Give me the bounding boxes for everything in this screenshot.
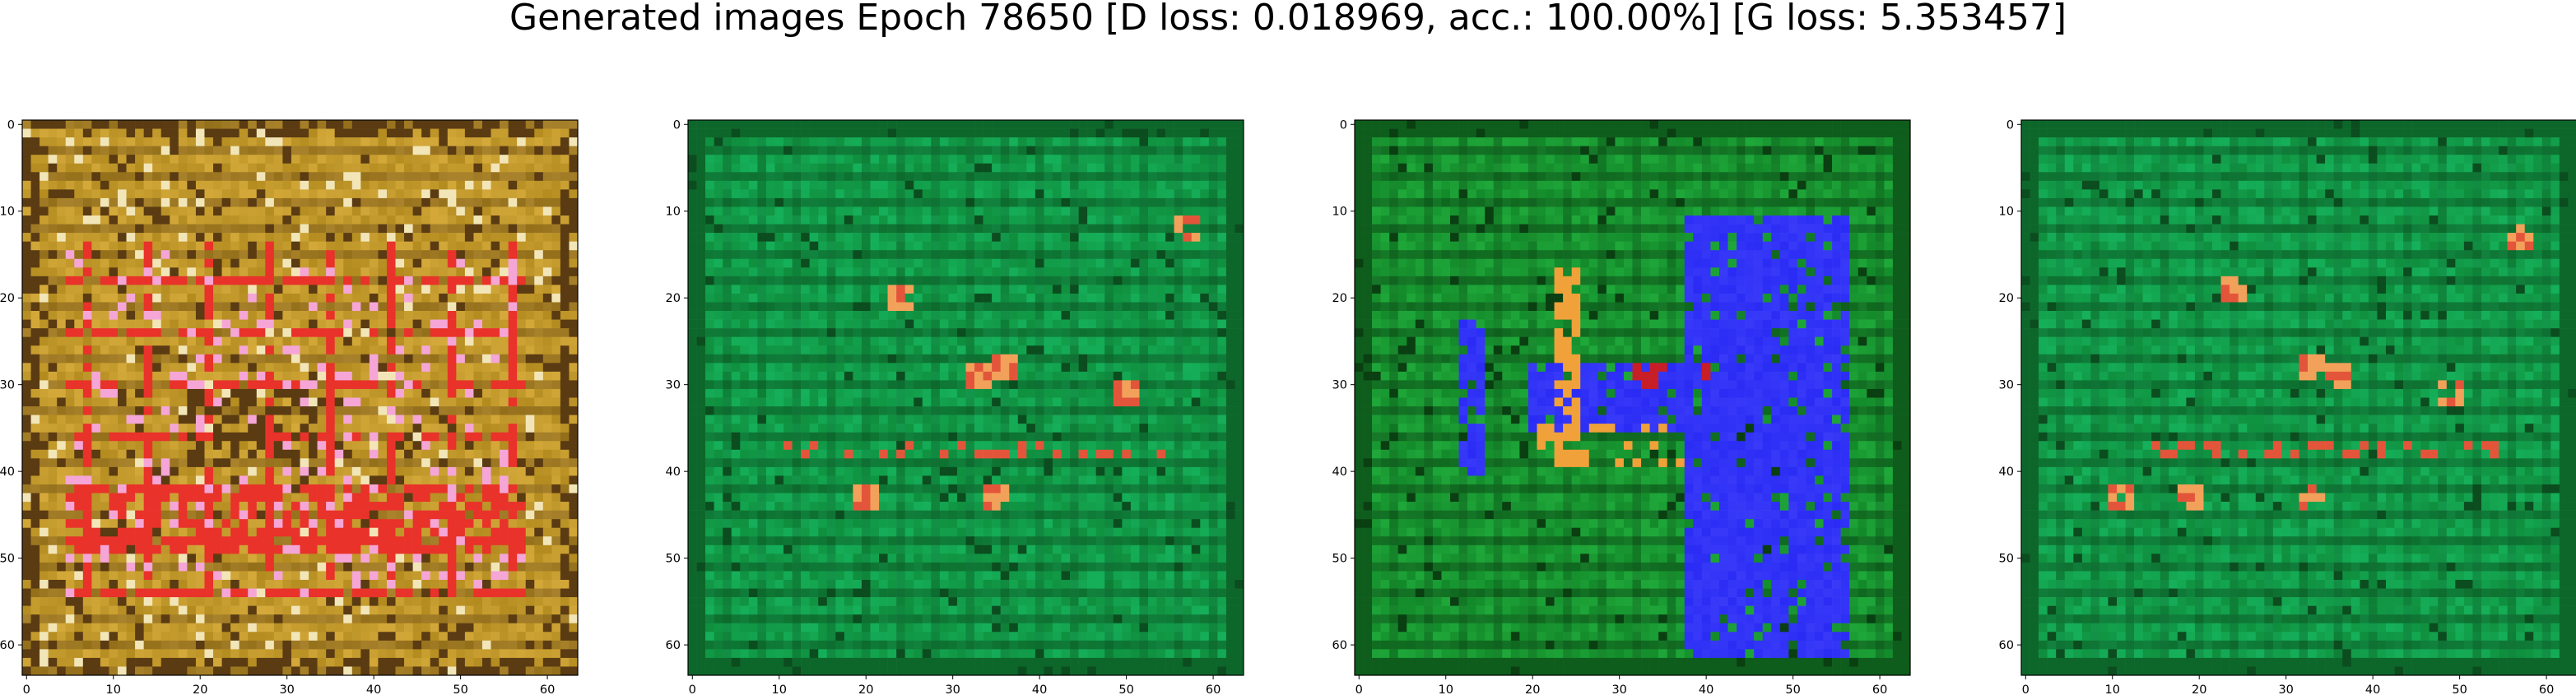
x-tick-label: 0: [689, 683, 696, 695]
y-tick-label: 50: [1999, 553, 2014, 566]
image-pixels: [2021, 120, 2576, 675]
y-tick-label: 20: [1999, 292, 2014, 305]
y-tick-label: 30: [1332, 379, 1347, 392]
x-tick-label: 40: [1699, 683, 1713, 695]
y-tick-label: 40: [1332, 466, 1347, 479]
x-tick-label: 0: [2022, 683, 2030, 695]
x-tick-label: 60: [540, 683, 555, 695]
x-tick-label: 50: [1118, 683, 1133, 695]
x-tick-label: 0: [23, 683, 30, 695]
x-tick-label: 50: [2452, 683, 2467, 695]
generated-image-2: 0 10 20 30 40 50 60 0 10 20 30 40 50 60: [666, 118, 1244, 695]
x-tick-label: 40: [2365, 683, 2380, 695]
x-tick-label: 20: [1525, 683, 1540, 695]
image-pixels: [1355, 120, 1910, 675]
y-tick-label: 60: [666, 639, 681, 652]
y-tick-label: 20: [0, 292, 15, 305]
x-tick-label: 40: [366, 683, 381, 695]
y-tick-label: 0: [673, 118, 681, 132]
y-tick-label: 50: [666, 553, 681, 566]
y-tick-label: 30: [0, 379, 15, 392]
x-tick-label: 60: [1206, 683, 1221, 695]
y-tick-label: 0: [7, 118, 15, 132]
x-tick-label: 30: [279, 683, 294, 695]
y-tick-label: 40: [666, 466, 681, 479]
x-tick-label: 10: [772, 683, 787, 695]
x-tick-label: 10: [1439, 683, 1453, 695]
x-tick-label: 30: [945, 683, 960, 695]
y-tick-label: 20: [1332, 292, 1347, 305]
y-tick-label: 60: [1332, 639, 1347, 652]
x-tick-label: 40: [1032, 683, 1047, 695]
y-tick-label: 10: [666, 206, 681, 219]
y-tick-label: 60: [1999, 639, 2014, 652]
x-tick-label: 50: [1785, 683, 1800, 695]
y-tick-label: 40: [1999, 466, 2014, 479]
y-tick-label: 20: [666, 292, 681, 305]
generated-image-3: 0 10 20 30 40 50 60 0 10 20 30 40 50 60: [1332, 118, 1911, 695]
x-tick-label: 30: [1611, 683, 1626, 695]
x-tick-label: 20: [2192, 683, 2206, 695]
y-tick-label: 10: [1999, 206, 2014, 219]
y-tick-label: 30: [666, 379, 681, 392]
y-tick-label: 50: [0, 553, 15, 566]
x-tick-label: 10: [2105, 683, 2120, 695]
image-pixels: [22, 120, 578, 675]
y-tick-label: 0: [1340, 118, 1347, 132]
generated-image-1: 0 10 20 30 40 50 60 0 10 20 30 40 50 60: [0, 118, 578, 695]
y-tick-label: 10: [1332, 206, 1347, 219]
y-tick-label: 0: [2006, 118, 2014, 132]
y-tick-label: 50: [1332, 553, 1347, 566]
x-tick-label: 30: [2278, 683, 2293, 695]
x-tick-label: 60: [1872, 683, 1887, 695]
y-tick-label: 40: [0, 466, 15, 479]
x-tick-label: 20: [858, 683, 873, 695]
x-tick-label: 20: [193, 683, 207, 695]
x-tick-label: 10: [106, 683, 121, 695]
image-pixels: [688, 120, 1244, 675]
y-tick-label: 60: [0, 639, 15, 652]
x-tick-label: 50: [453, 683, 467, 695]
y-tick-label: 30: [1999, 379, 2014, 392]
generated-image-4: 0 10 20 30 40 50 60 0 10 20 30 40 50 60: [1999, 118, 2576, 695]
y-tick-label: 10: [0, 206, 15, 219]
x-tick-label: 60: [2539, 683, 2554, 695]
x-tick-label: 0: [1355, 683, 1363, 695]
